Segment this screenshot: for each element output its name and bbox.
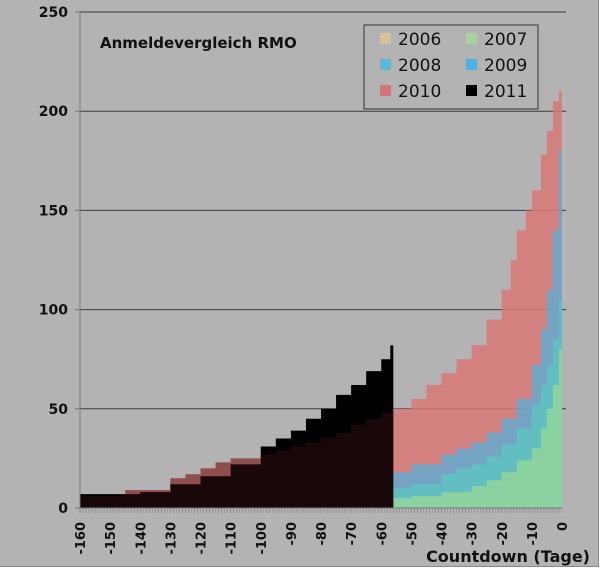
x-tick-label: -160: [74, 522, 89, 555]
y-tick-label: 0: [58, 501, 68, 517]
x-tick-label: 0: [556, 522, 571, 531]
axes: [75, 11, 563, 513]
y-tick-label: 150: [39, 203, 68, 219]
x-tick-label: -150: [104, 522, 119, 555]
x-tick-label: -40: [436, 522, 451, 546]
legend-box: [363, 24, 539, 110]
x-tick-label: -30: [466, 522, 481, 546]
x-tick-label: -50: [405, 522, 420, 546]
x-tick-label: -140: [134, 522, 149, 555]
legend-label: 2009: [484, 56, 527, 76]
y-tick-label: 100: [39, 303, 68, 319]
area-series-2011: [80, 333, 394, 508]
legend-swatch: [380, 33, 391, 44]
series-areas: [80, 85, 562, 509]
x-tick-label: -10: [526, 522, 541, 546]
legend-swatch: [380, 85, 391, 96]
legend-swatch: [466, 33, 477, 44]
area-series-2007: [80, 269, 562, 508]
legend: 2006 2007 2008 2009 2010 2011: [363, 24, 539, 110]
x-tick-label: -20: [496, 522, 511, 546]
legend-label: 2006: [398, 30, 441, 50]
x-axis-label: Countdown (Tage): [426, 547, 590, 566]
x-tick-label: -90: [285, 522, 300, 546]
legend-swatch: [466, 85, 477, 96]
chart-title: Anmeldevergleich RMO: [100, 34, 297, 52]
x-tick-label: -80: [315, 522, 330, 546]
x-tick-label: -60: [375, 522, 390, 546]
x-tick-labels: -160 -150 -140 -130 -120 -110 -100 -90 -80 -70 -60…: [74, 522, 571, 555]
legend-swatch: [380, 59, 391, 70]
x-tick-label: -120: [195, 522, 210, 555]
legend-label: 2008: [398, 56, 441, 76]
legend-label: 2010: [398, 82, 441, 102]
y-tick-label: 200: [39, 104, 68, 120]
x-tick-label: -100: [255, 522, 270, 555]
legend-label: 2007: [484, 30, 527, 50]
overlap-shade: [80, 408, 394, 508]
x-tick-label: -130: [164, 522, 179, 555]
y-tick-label: 50: [49, 402, 69, 418]
x-tick-label: -70: [345, 522, 360, 546]
y-tick-label: 250: [39, 5, 68, 21]
y-tick-labels: 0 50 100 150 200 250: [39, 5, 68, 517]
legend-label: 2011: [484, 82, 527, 102]
area-series-2010: [80, 85, 562, 509]
x-tick-label: -110: [225, 522, 240, 555]
legend-swatch: [466, 59, 477, 70]
